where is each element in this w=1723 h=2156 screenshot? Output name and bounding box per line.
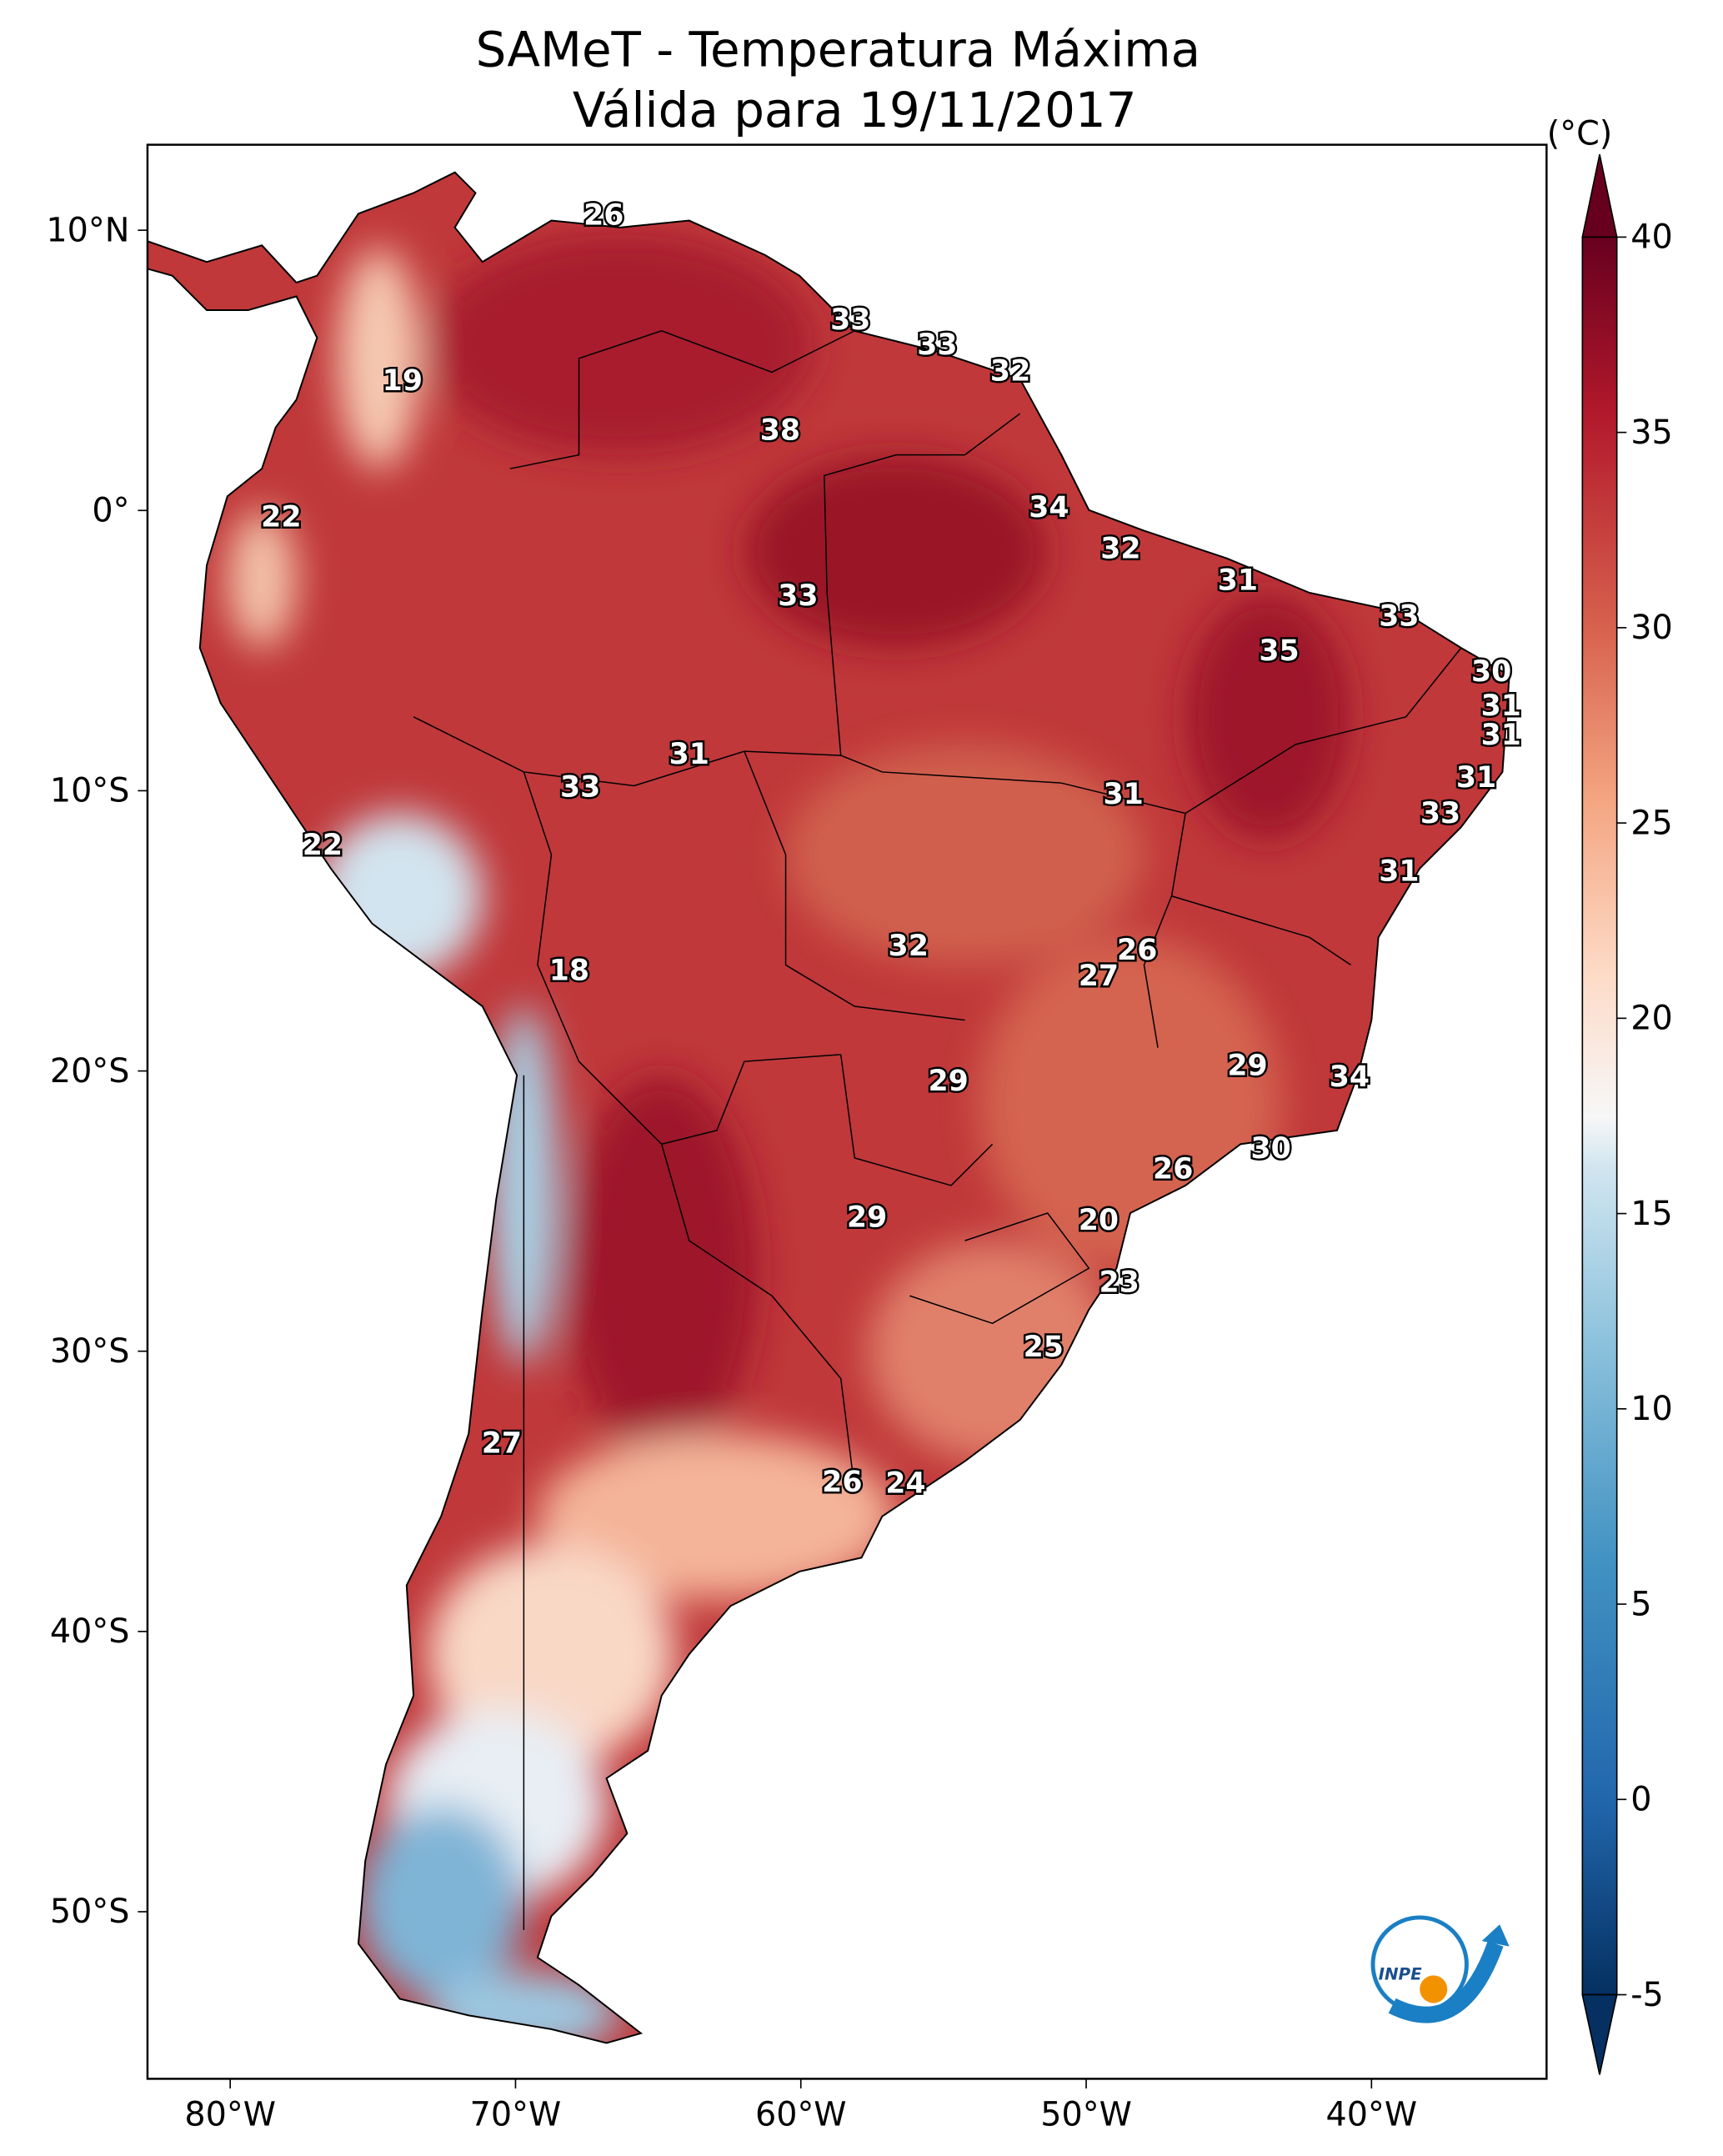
contour-label: 33	[830, 303, 870, 337]
lon-tick-label: 40°W	[1326, 2096, 1418, 2134]
lat-tick-label: 20°S	[50, 1052, 130, 1091]
inpe-logo: INPE	[1370, 1915, 1510, 2023]
contour-label: 34	[1330, 1060, 1370, 1094]
contour-label: 34	[1029, 491, 1069, 524]
contour-label: 33	[778, 579, 818, 613]
contour-label: 18	[549, 955, 589, 988]
colorbar-tick-label: 10	[1630, 1390, 1672, 1428]
contour-label: 33	[1379, 600, 1419, 634]
contour-label: 27	[482, 1427, 522, 1461]
contour-label: 31	[1379, 855, 1419, 889]
coastline	[146, 171, 1510, 2044]
contour-label: 33	[917, 328, 957, 362]
country-borders	[413, 330, 1462, 1930]
lat-tick-label: 30°S	[50, 1332, 130, 1371]
colorbar-tick-label: 5	[1630, 1585, 1651, 1623]
contour-label: 22	[261, 501, 301, 534]
contour-label: 31	[1456, 761, 1496, 795]
colorbar-tick-label: 40	[1630, 218, 1672, 257]
contour-label: 32	[889, 930, 929, 963]
contour-label: 25	[1024, 1331, 1064, 1364]
contour-label: 26	[584, 199, 624, 233]
colorbar-tick-label: 35	[1630, 414, 1672, 452]
colorbar-tick-label: 30	[1630, 609, 1672, 647]
lat-tick-label: 10°S	[50, 772, 130, 810]
lon-tick-label: 60°W	[755, 2096, 847, 2134]
contour-label: 23	[1099, 1266, 1139, 1299]
contour-label: 33	[560, 771, 600, 805]
colorbar-tick-label: -5	[1630, 1976, 1664, 2014]
latitude-axis: 10°N 0° 10°S 20°S 30°S 40°S 50°S	[46, 211, 148, 1931]
contour-label: 33	[1420, 797, 1460, 830]
lat-tick-label: 10°N	[46, 211, 129, 249]
contour-label: 29	[1227, 1050, 1267, 1083]
contour-label: 27	[1079, 960, 1119, 993]
contour-label: 26	[822, 1466, 862, 1499]
colorbar-tick-label: 0	[1630, 1781, 1651, 1819]
lon-tick-label: 70°W	[470, 2096, 562, 2134]
colorbar: (°C) 40 35 30 25 20 15 10 5 0 -5	[1547, 115, 1673, 2075]
longitude-axis: 80°W 70°W 60°W 50°W 40°W	[184, 2078, 1418, 2134]
contour-label: 31	[669, 738, 709, 771]
colorbar-tick-label: 25	[1630, 804, 1672, 842]
contour-label: 22	[303, 829, 343, 862]
contour-label: 31	[1104, 778, 1144, 811]
contour-label: 26	[1153, 1153, 1193, 1186]
lat-tick-label: 40°S	[50, 1612, 130, 1651]
contour-label: 30	[1250, 1132, 1290, 1166]
contour-label: 26	[1117, 934, 1157, 967]
contour-label: 31	[1481, 689, 1521, 723]
contour-label: 29	[847, 1201, 887, 1235]
contour-label: 31	[1218, 564, 1258, 598]
contour-label: 24	[885, 1467, 925, 1501]
title-line2: Válida para 19/11/2017	[573, 82, 1137, 138]
contour-label: 30	[1471, 655, 1511, 689]
colorbar-tick-label: 20	[1630, 1000, 1672, 1038]
contour-label: 32	[1100, 533, 1140, 566]
colorbar-unit: (°C)	[1547, 115, 1613, 153]
contour-label: 20	[1079, 1204, 1119, 1237]
contour-label: 31	[1481, 719, 1521, 752]
lat-tick-label: 50°S	[50, 1893, 130, 1931]
logo-text: INPE	[1379, 1964, 1423, 1983]
lon-tick-label: 50°W	[1040, 2096, 1132, 2134]
contour-label: 38	[760, 414, 800, 447]
contour-label: 29	[929, 1065, 969, 1098]
contour-label: 35	[1259, 634, 1299, 668]
contour-label: 19	[383, 364, 423, 398]
colorbar-tick-label: 15	[1630, 1195, 1672, 1233]
lon-tick-label: 80°W	[184, 2096, 276, 2134]
contour-label: 32	[990, 354, 1030, 388]
lat-tick-label: 0°	[92, 492, 129, 530]
title-line1: SAMeT - Temperatura Máxima	[476, 21, 1200, 78]
